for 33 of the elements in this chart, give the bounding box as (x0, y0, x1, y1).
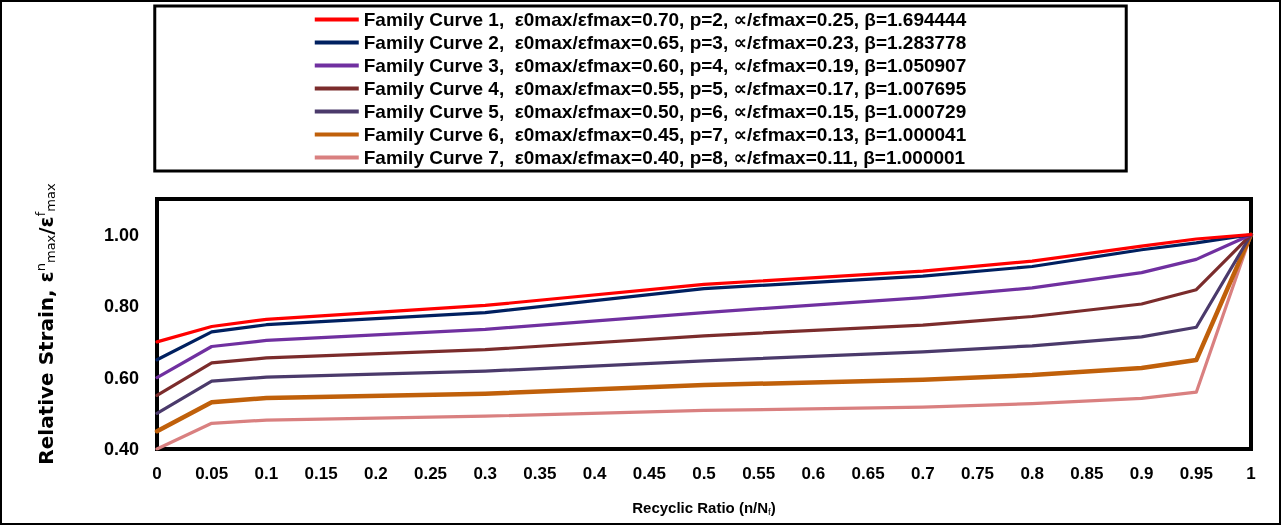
x-tick-label: 0.55 (742, 464, 776, 483)
x-tick-label: 0.75 (960, 464, 995, 483)
y-tick-label: 1.00 (103, 224, 139, 245)
x-tick-label: 0.85 (1070, 464, 1104, 483)
legend-label: Family Curve 6, ε0max/εfmax=0.45, p=7, ∝/εfmax=0.13, β=1.000041 (363, 124, 967, 145)
x-tick-label: 0.7 (910, 464, 935, 483)
x-tick-label: 0.5 (692, 464, 716, 483)
x-tick-label: 0.3 (473, 464, 498, 483)
legend-label: Family Curve 7, ε0max/εfmax=0.40, p=8, ∝/εfmax=0.11, β=1.000001 (363, 147, 966, 168)
y-tick-label: 0.80 (103, 296, 139, 317)
y-tick-label: 0.60 (103, 367, 139, 388)
x-tick-label: 0.2 (363, 464, 388, 483)
x-tick-label: 0.6 (801, 464, 826, 483)
x-tick-label: 0.65 (851, 464, 885, 483)
x-tick-label: 0.25 (413, 464, 448, 483)
x-tick-label: 0.15 (304, 464, 338, 483)
x-tick-label: 0.4 (582, 464, 607, 483)
x-tick-label: 0.9 (1129, 464, 1154, 483)
x-tick-label: 0.45 (632, 464, 666, 483)
y-tick-label: 0.40 (103, 439, 139, 459)
x-tick-label: 0.1 (254, 464, 279, 483)
x-tick-label: 0.8 (1020, 464, 1045, 483)
legend-label: Family Curve 1, ε0max/εfmax=0.70, p=2, ∝/εfmax=0.25, β=1.694444 (363, 9, 967, 30)
x-tick-label: 0.95 (1179, 464, 1213, 483)
legend-label: Family Curve 4, ε0max/εfmax=0.55, p=5, ∝/εfmax=0.17, β=1.007695 (363, 78, 967, 99)
x-tick-label: 0 (152, 464, 162, 483)
legend-label: Family Curve 5, ε0max/εfmax=0.50, p=6, ∝/εfmax=0.15, β=1.000729 (363, 101, 967, 122)
x-tick-label: 0.05 (195, 464, 229, 483)
legend-label: Family Curve 2, ε0max/εfmax=0.65, p=3, ∝/εfmax=0.23, β=1.283778 (363, 32, 967, 53)
x-tick-label: 0.35 (523, 464, 557, 483)
y-axis-title: Relative Strain, εnmax/εfmax (33, 183, 58, 465)
legend-label: Family Curve 3, ε0max/εfmax=0.60, p=4, ∝/εfmax=0.19, β=1.050907 (363, 55, 967, 76)
x-tick-label: 1 (1246, 464, 1256, 483)
